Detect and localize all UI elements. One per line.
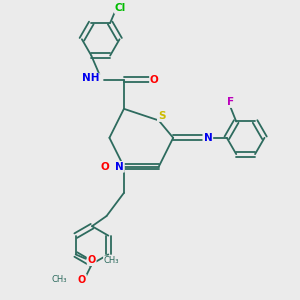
Text: F: F <box>227 97 234 107</box>
Text: N: N <box>115 162 124 172</box>
Text: CH₃: CH₃ <box>52 275 68 284</box>
Text: O: O <box>88 255 96 265</box>
Text: CH₃: CH₃ <box>103 256 119 265</box>
Text: O: O <box>101 162 110 172</box>
Text: N: N <box>204 133 212 143</box>
Text: O: O <box>78 275 86 285</box>
Text: O: O <box>150 75 159 85</box>
Text: Cl: Cl <box>115 3 126 13</box>
Text: S: S <box>158 111 165 121</box>
Text: NH: NH <box>82 74 99 83</box>
